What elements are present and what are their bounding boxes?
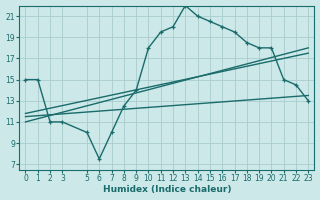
X-axis label: Humidex (Indice chaleur): Humidex (Indice chaleur) (103, 185, 231, 194)
